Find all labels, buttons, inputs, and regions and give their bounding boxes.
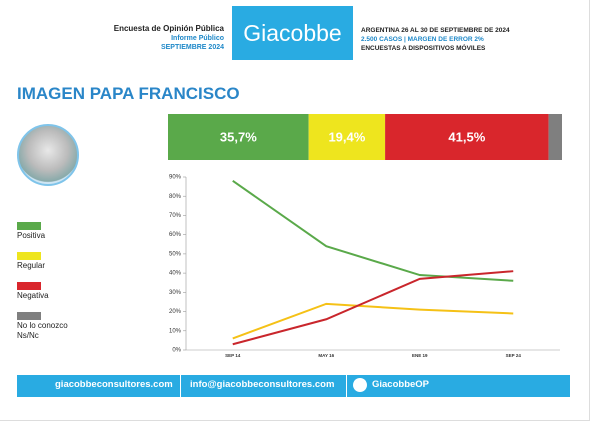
value-label: 35,7% — [220, 129, 257, 144]
twitter-icon — [353, 378, 367, 392]
header-report: Informe Público — [171, 35, 224, 42]
line — [232, 270, 514, 346]
legend-swatch — [17, 252, 41, 260]
header-survey: Encuesta de Opinión Pública — [113, 24, 224, 33]
x-tick-label: ENE 19 — [412, 353, 428, 358]
pope-photo — [17, 124, 79, 186]
bar-segment — [548, 114, 562, 160]
footer-sep — [346, 375, 347, 397]
legend-swatch — [17, 282, 41, 290]
legend-swatch — [17, 312, 41, 320]
line — [232, 302, 514, 340]
footer-sep — [180, 375, 181, 397]
header-place: ARGENTINA 26 AL 30 DE SEPTIEMBRE DE 2024 — [361, 27, 510, 34]
y-tick-label: 80% — [169, 194, 182, 200]
footer-web[interactable]: giacobbeconsultores.com — [55, 379, 173, 390]
y-tick-label: 40% — [169, 271, 182, 277]
footer-bar — [17, 375, 570, 397]
legend-label: No lo conozco Ns/Nc — [17, 321, 68, 340]
footer-mail[interactable]: info@giacobbeconsultores.com — [190, 379, 335, 390]
y-tick-label: 20% — [169, 309, 182, 315]
y-tick-label: 50% — [169, 251, 182, 257]
legend-swatch — [17, 222, 41, 230]
legend-label: Regular — [17, 261, 46, 270]
y-tick-label: 70% — [169, 213, 182, 219]
x-tick-label: SEP 14 — [225, 353, 241, 358]
y-tick-label: 0% — [172, 348, 181, 354]
x-tick-label: SEP 24 — [506, 353, 522, 358]
line — [232, 180, 514, 282]
value-label: 19,4% — [328, 129, 365, 144]
value-label: 41,5% — [448, 129, 485, 144]
header-method: ENCUESTAS A DISPOSITIVOS MÓVILES — [361, 45, 486, 52]
footer-twitter[interactable]: GiacobbeOP — [372, 379, 430, 390]
y-tick-label: 90% — [169, 175, 182, 181]
bar-segment — [385, 114, 549, 160]
y-tick-label: 60% — [169, 232, 182, 238]
bar-segment — [168, 114, 309, 160]
x-tick-label: MAY 16 — [318, 353, 334, 358]
chart-title: IMAGEN PAPA FRANCISCO — [17, 84, 240, 103]
legend-label: Positiva — [17, 231, 46, 240]
header-date: SEPTIEMBRE 2024 — [160, 44, 224, 51]
bar-segment — [308, 114, 386, 160]
y-tick-label: 10% — [169, 328, 182, 334]
brand: Giacobbe — [232, 6, 353, 60]
header-cases: 2.500 CASOS | MARGEN DE ERROR 2% — [361, 36, 484, 43]
y-tick-label: 30% — [169, 290, 182, 296]
legend-label: Negativa — [17, 291, 49, 300]
